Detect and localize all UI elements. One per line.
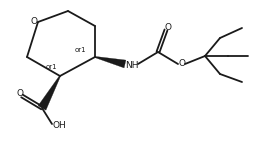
Text: or1: or1	[74, 47, 86, 53]
Text: or1: or1	[45, 64, 57, 70]
Text: O: O	[165, 22, 171, 31]
Text: O: O	[30, 17, 38, 26]
Polygon shape	[38, 76, 60, 110]
Text: NH: NH	[125, 60, 139, 69]
Text: O: O	[17, 88, 24, 97]
Text: O: O	[179, 59, 185, 69]
Text: OH: OH	[52, 121, 66, 130]
Polygon shape	[95, 56, 126, 68]
